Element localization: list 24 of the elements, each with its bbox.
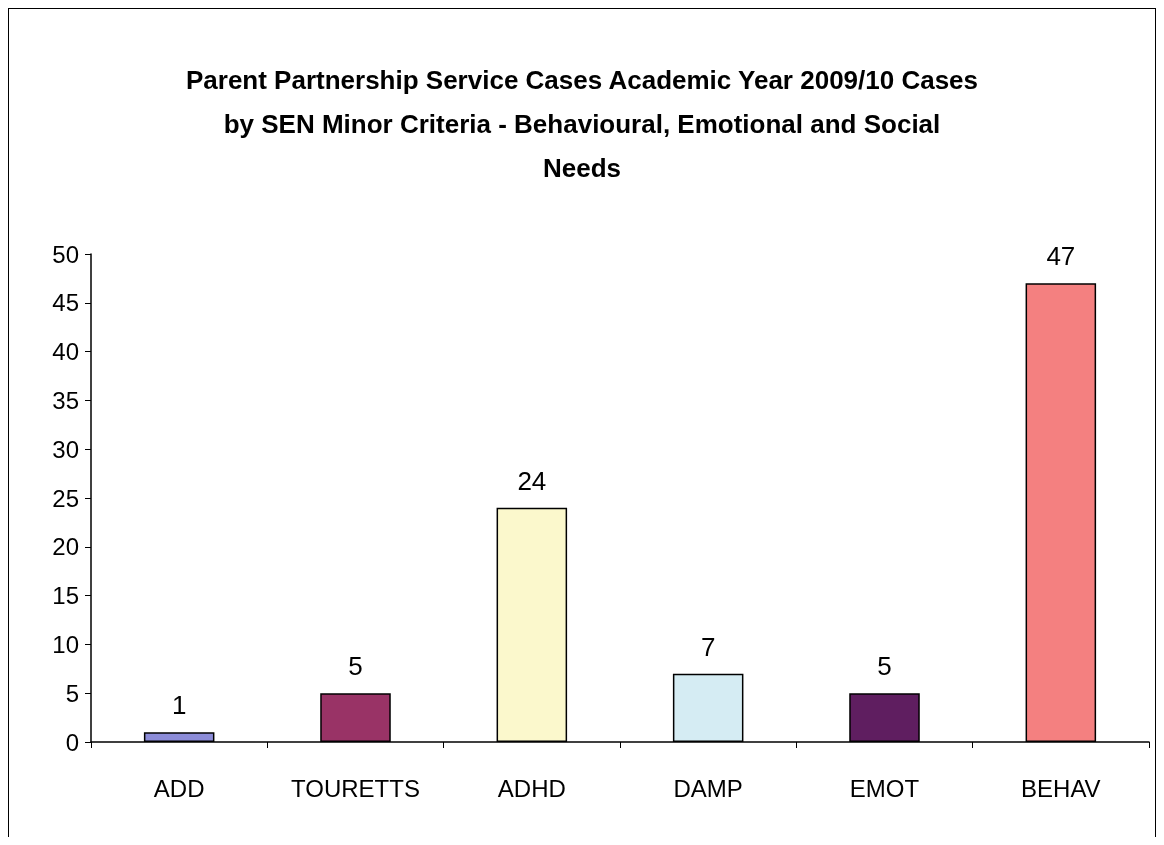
- data-label: 5: [348, 651, 363, 682]
- y-tick-label: 25: [52, 484, 79, 512]
- y-tick-label: 5: [65, 679, 79, 707]
- data-label: 5: [877, 651, 892, 682]
- y-tick-label: 30: [52, 435, 79, 463]
- y-tick-label: 50: [52, 240, 79, 268]
- x-tick-label: ADD: [153, 774, 205, 802]
- data-label: 47: [1046, 241, 1076, 272]
- x-tick-label: DAMP: [673, 774, 743, 802]
- x-tick-label: ADHD: [497, 774, 566, 802]
- y-tick-label: 10: [52, 630, 79, 658]
- data-label: 24: [517, 465, 547, 496]
- data-label: 7: [700, 631, 716, 662]
- y-tick-label: 15: [52, 582, 79, 610]
- y-tick-label: 0: [65, 728, 79, 756]
- y-tick-label: 45: [52, 289, 79, 317]
- data-label: 1: [171, 690, 187, 721]
- y-tick-label: 40: [52, 338, 79, 366]
- x-tick-label: EMOT: [849, 774, 920, 802]
- x-tick-label: TOURETTS: [291, 774, 420, 802]
- y-tick-label: 20: [52, 533, 79, 561]
- chart-title: Parent Partnership Service Cases Academic Year 2009/10 Cases by SEN Minor Criteria - Behavioural, Emotional and Social Needs: [185, 65, 979, 183]
- y-tick-label: 35: [52, 386, 79, 414]
- x-tick-label: BEHAV: [1021, 774, 1101, 802]
